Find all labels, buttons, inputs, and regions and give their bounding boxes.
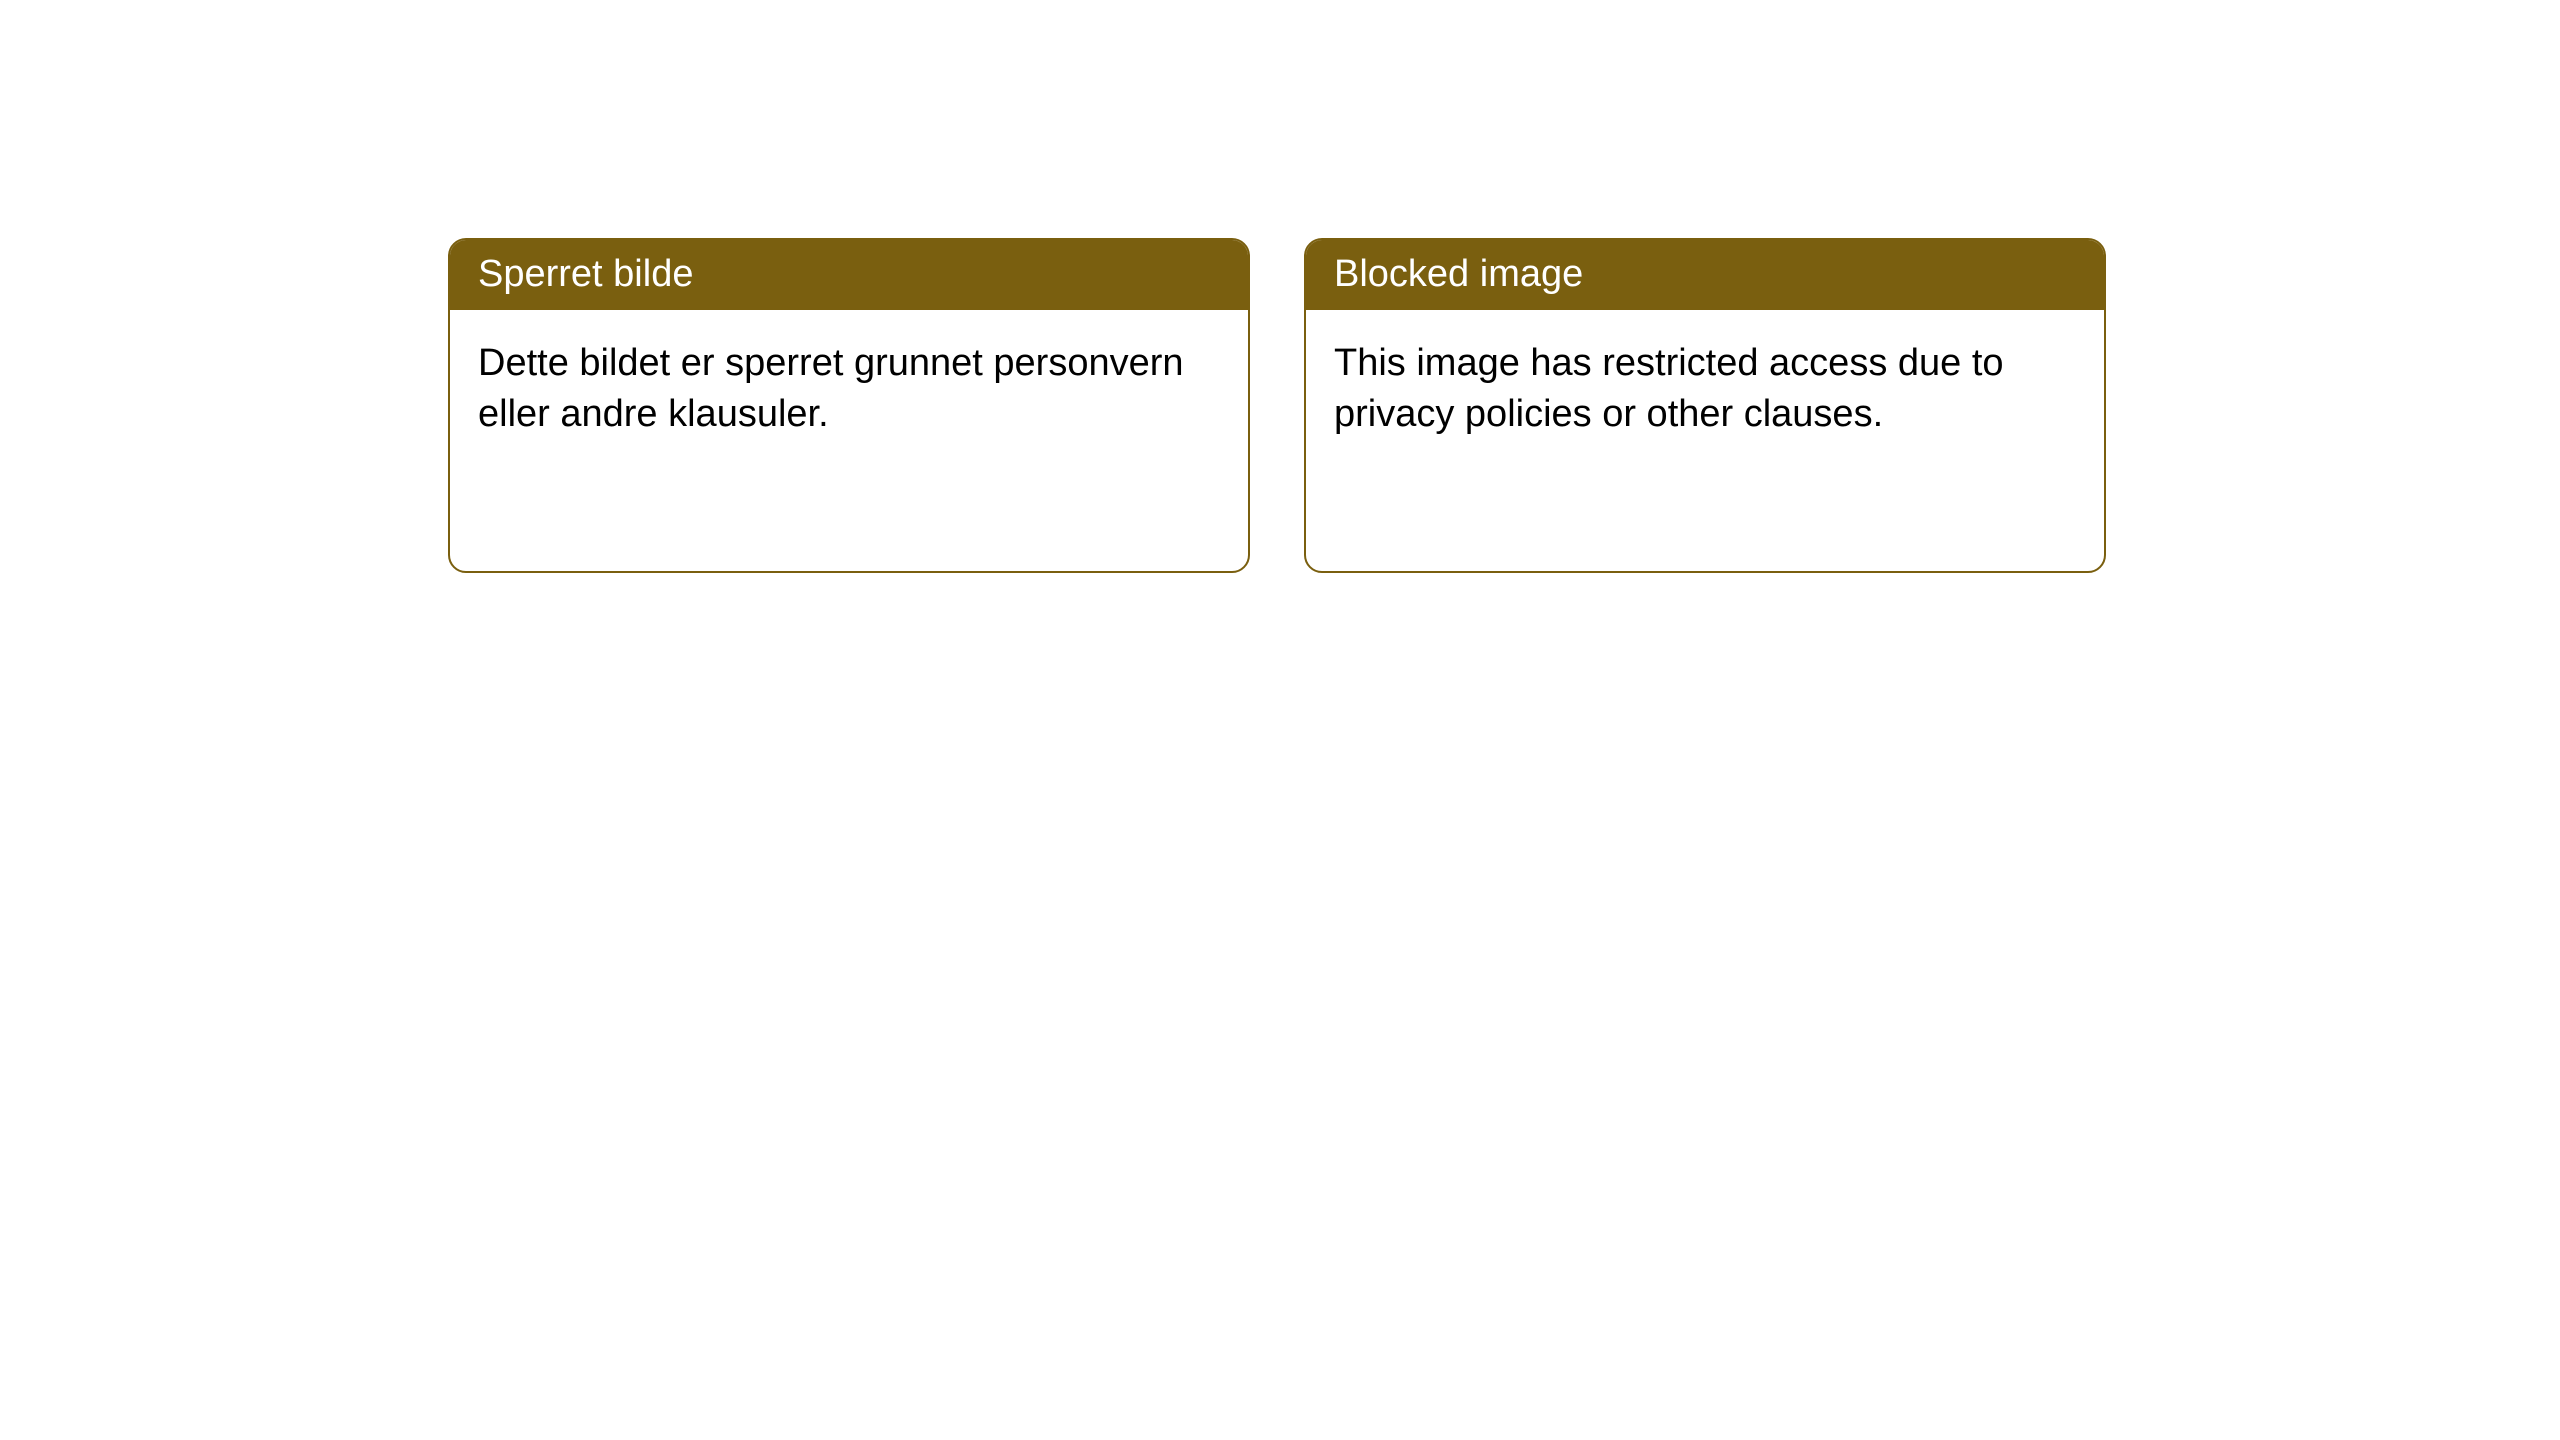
- notice-card-no: Sperret bilde Dette bildet er sperret gr…: [448, 238, 1250, 573]
- notice-body-no: Dette bildet er sperret grunnet personve…: [450, 310, 1248, 469]
- notice-container: Sperret bilde Dette bildet er sperret gr…: [0, 0, 2560, 573]
- notice-header-no: Sperret bilde: [450, 240, 1248, 310]
- notice-card-en: Blocked image This image has restricted …: [1304, 238, 2106, 573]
- notice-body-en: This image has restricted access due to …: [1306, 310, 2104, 469]
- notice-header-en: Blocked image: [1306, 240, 2104, 310]
